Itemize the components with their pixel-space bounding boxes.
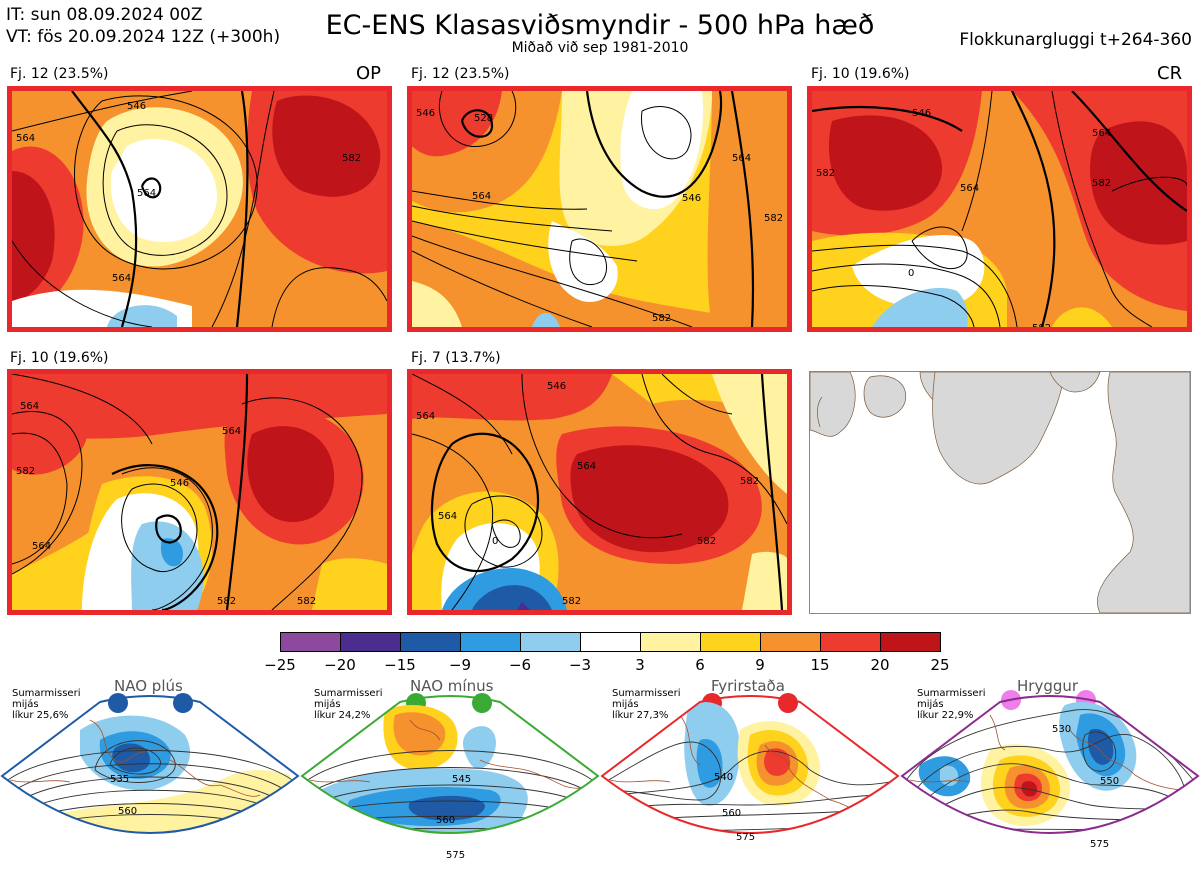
page-subtitle: Miðað við sep 1981-2010 xyxy=(511,40,689,56)
colorbar-cell xyxy=(520,632,581,652)
panel-5-contour-label: 564 xyxy=(416,411,435,422)
regime-2-contour-label: 575 xyxy=(446,850,465,861)
regime-2-note: Sumarmisseri mijás líkur 24,2% xyxy=(314,688,383,721)
colorbar-tick: −6 xyxy=(508,656,532,674)
colorbar-cell xyxy=(340,632,401,652)
cluster-map-4[interactable]: 564 564 582 546 564 582 582 xyxy=(7,369,392,615)
base-map-panel[interactable] xyxy=(809,371,1191,614)
panel-3-contour-label: 0 xyxy=(908,268,914,279)
colorbar-tick: −20 xyxy=(324,656,356,674)
colorbar-cell xyxy=(880,632,941,652)
colorbar-cell xyxy=(460,632,521,652)
regime-1-title: NAO plús xyxy=(114,677,183,695)
regime-3-note: Sumarmisseri mijás líkur 27,3% xyxy=(612,688,681,721)
panel-1-contour-label: 582 xyxy=(342,153,361,164)
colorbar-tick: −3 xyxy=(568,656,592,674)
cluster-map-5[interactable]: 564 546 564 564 582 582 582 0 xyxy=(407,369,792,615)
panel-4-contour-label: 546 xyxy=(170,478,189,489)
panel-3-contour-label: 564 xyxy=(1092,128,1111,139)
colorbar-tick: 15 xyxy=(810,656,830,674)
panel-1-contour-label: 546 xyxy=(127,101,146,112)
panel-3-tag: CR xyxy=(1157,63,1183,84)
colorbar-tick: −15 xyxy=(384,656,416,674)
panel-4-contour-label: 564 xyxy=(32,541,51,552)
regime-1-note: Sumarmisseri mijás líkur 25,6% xyxy=(12,688,81,721)
page-title: EC-ENS Klasasviðsmyndir - 500 hPa hæð xyxy=(325,10,875,41)
regime-4-map[interactable]: 530 550 575 xyxy=(900,690,1200,871)
colorbar-tick: 6 xyxy=(695,656,705,674)
panel-4-label: Fj. 10 (19.6%) xyxy=(10,350,109,366)
panel-5-contour-label: 582 xyxy=(562,596,581,607)
regime-1-map[interactable]: 535 560 xyxy=(0,690,300,871)
regime-2-contour-label: 545 xyxy=(452,774,471,785)
panel-3-contour-label: 582 xyxy=(1092,178,1111,189)
panel-1-contour-label: 564 xyxy=(112,273,131,284)
regime-1-contour-label: 535 xyxy=(110,774,129,785)
regime-4-title: Hryggur xyxy=(1017,677,1079,695)
colorbar-tick: 25 xyxy=(930,656,950,674)
colorbar-cell xyxy=(700,632,761,652)
panel-3-contour-label: 582 xyxy=(1032,323,1051,327)
panel-2-contour-label: 546 xyxy=(682,193,701,204)
panel-1-contour-label: 564 xyxy=(137,188,156,199)
panel-4-contour-label: 564 xyxy=(222,426,241,437)
regime-3-contour-label: 575 xyxy=(736,832,755,843)
colorbar-tick: 9 xyxy=(755,656,765,674)
cluster-map-1[interactable]: 546 564 564 582 564 582 xyxy=(7,86,392,332)
cluster-map-3[interactable]: 546 564 582 564 582 582 0 xyxy=(807,86,1192,332)
panel-4-contour-label: 564 xyxy=(20,401,39,412)
panel-2-label: Fj. 12 (23.5%) xyxy=(411,66,510,82)
colorbar-tick: −25 xyxy=(264,656,296,674)
colorbar-cell xyxy=(760,632,821,652)
panel-2-contour-label: 528 xyxy=(474,113,493,124)
panel-2-contour-label: 582 xyxy=(652,313,671,324)
panel-4-contour-label: 582 xyxy=(16,466,35,477)
regime-2-map[interactable]: 545 560 575 xyxy=(300,690,600,871)
panel-4-contour-label: 582 xyxy=(217,596,236,607)
cluster-map-2[interactable]: 528 546 564 564 546 582 582 xyxy=(407,86,792,332)
colorbar-tick: −9 xyxy=(448,656,472,674)
panel-5-contour-label: 0 xyxy=(492,536,498,547)
colorbar-tick: 20 xyxy=(870,656,890,674)
panel-2-contour-label: 582 xyxy=(764,213,783,224)
panel-2-contour-label: 546 xyxy=(416,108,435,119)
regime-4-contour-label: 550 xyxy=(1100,776,1119,787)
panel-5-contour-label: 564 xyxy=(577,461,596,472)
regime-4-note: Sumarmisseri mijás líkur 22,9% xyxy=(917,688,986,721)
panel-5-contour-label: 582 xyxy=(697,536,716,547)
panel-2-contour-label: 564 xyxy=(472,191,491,202)
panel-1-contour-label: 564 xyxy=(16,133,35,144)
panel-3-label: Fj. 10 (19.6%) xyxy=(811,66,910,82)
init-time: IT: sun 08.09.2024 00Z xyxy=(6,5,203,25)
regime-4-contour-label: 530 xyxy=(1052,724,1071,735)
regime-3-contour-label: 540 xyxy=(714,772,733,783)
regime-2-contour-label: 560 xyxy=(436,815,455,826)
panel-3-contour-label: 564 xyxy=(960,183,979,194)
panel-5-contour-label: 582 xyxy=(740,476,759,487)
regime-3-map[interactable]: 540 560 575 xyxy=(600,690,900,871)
valid-time: VT: fös 20.09.2024 12Z (+300h) xyxy=(6,27,281,47)
regime-4-contour-label: 575 xyxy=(1090,839,1109,850)
regime-3-contour-label: 560 xyxy=(722,808,741,819)
panel-2-contour-label: 564 xyxy=(732,153,751,164)
header-info: IT: sun 08.09.2024 00Z VT: fös 20.09.202… xyxy=(6,4,280,48)
panel-1-tag: OP xyxy=(356,63,382,84)
colorbar-cell xyxy=(400,632,461,652)
colorbar-cell xyxy=(820,632,881,652)
colorbar-cell xyxy=(280,632,341,652)
regime-3-title: Fyrirstaða xyxy=(711,677,785,695)
panel-5-label: Fj. 7 (13.7%) xyxy=(411,350,501,366)
colorbar-cell xyxy=(580,632,641,652)
panel-1-label: Fj. 12 (23.5%) xyxy=(10,66,109,82)
panel-3-contour-label: 546 xyxy=(912,108,931,119)
classification-window: Flokkunargluggi t+264-360 xyxy=(959,30,1192,50)
regime-2-title: NAO mínus xyxy=(410,677,494,695)
regime-1-contour-label: 560 xyxy=(118,806,137,817)
colorbar-tick: 3 xyxy=(635,656,645,674)
colorbar-cell xyxy=(640,632,701,652)
panel-5-contour-label: 564 xyxy=(438,511,457,522)
panel-4-contour-label: 582 xyxy=(297,596,316,607)
panel-5-contour-label: 546 xyxy=(547,381,566,392)
panel-3-contour-label: 582 xyxy=(816,168,835,179)
